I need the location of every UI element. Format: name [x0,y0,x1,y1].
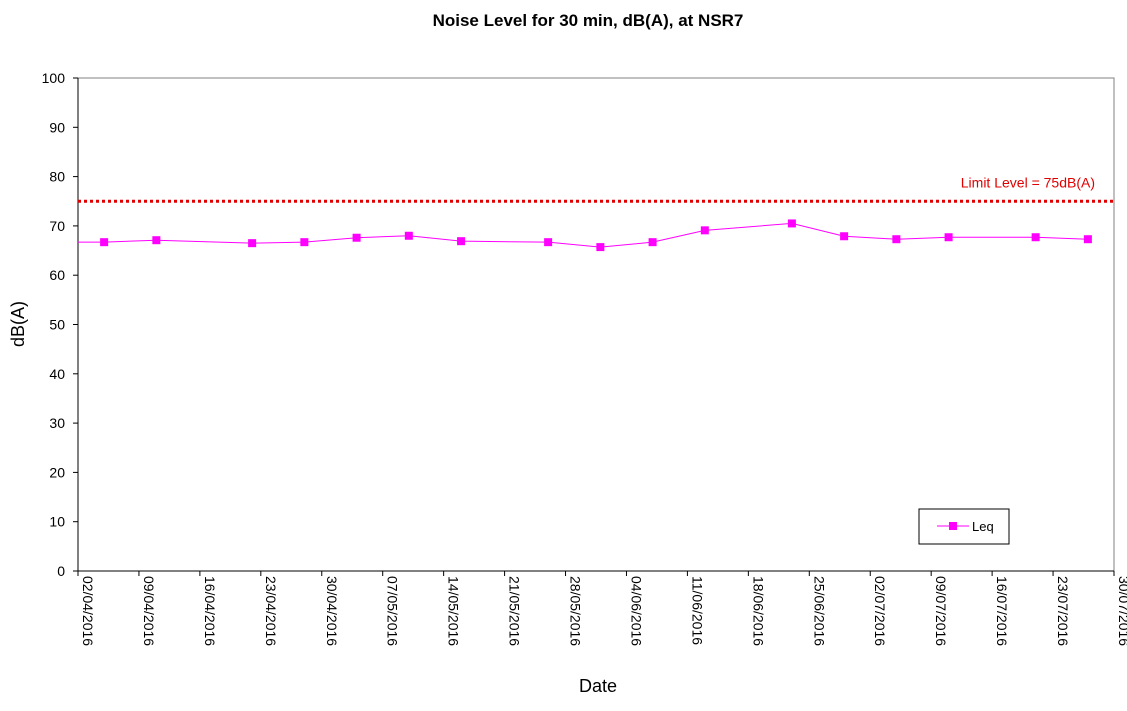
data-point-leq [700,226,709,235]
data-point-leq [892,235,901,244]
data-point-leq [248,239,257,248]
data-point-leq [404,231,413,240]
y-tick-label: 100 [42,70,66,86]
y-tick-label: 80 [49,169,65,185]
x-tick-label: 28/05/2016 [568,576,584,646]
y-tick-label: 10 [49,514,65,530]
series-leq [78,219,1092,252]
y-tick-label: 40 [49,366,65,382]
data-point-leq [1031,233,1040,242]
chart-title: Noise Level for 30 min, dB(A), at NSR7 [433,11,744,30]
x-axis-title: Date [579,676,617,696]
x-tick-label: 02/04/2016 [80,576,96,646]
x-tick-label: 09/04/2016 [141,576,157,646]
x-tick-label: 16/07/2016 [994,576,1010,646]
data-point-leq [152,236,161,245]
data-point-leq [944,233,953,242]
x-tick-label: 07/05/2016 [385,576,401,646]
x-axis: 02/04/2016 09/04/2016 16/04/2016 23/04/2016… [77,570,1127,646]
x-tick-label: 30/04/2016 [324,576,340,646]
legend-label-leq: Leq [972,519,994,534]
y-axis: 0 10 20 30 40 50 60 70 80 90 100 [42,70,79,579]
x-tick-label: 30/07/2016 [1116,576,1127,646]
limit-level-label: Limit Level = 75dB(A) [961,174,1095,190]
data-point-leq [840,232,849,241]
y-tick-label: 70 [49,218,65,234]
y-tick-label: 50 [49,317,65,333]
x-tick-label: 02/07/2016 [872,576,888,646]
series-line-leq [78,222,1088,248]
data-point-leq [300,238,309,247]
x-tick-label: 21/05/2016 [507,576,523,646]
data-point-leq [787,219,796,228]
x-tick-label: 09/07/2016 [933,576,949,646]
data-point-leq [1083,235,1092,244]
x-tick-label: 18/06/2016 [750,576,766,646]
limit-line-group: Limit Level = 75dB(A) [78,174,1114,203]
y-tick-label: 30 [49,415,65,431]
data-point-leq [544,238,553,247]
legend: Leq [918,508,1010,545]
data-point-leq [648,238,657,247]
y-axis-title: dB(A) [8,301,28,347]
data-point-leq [457,237,466,246]
x-tick-label: 04/06/2016 [628,576,644,646]
legend-marker [949,522,957,530]
x-tick-label: 14/05/2016 [446,576,462,646]
y-tick-label: 20 [49,464,65,480]
x-tick-label: 11/06/2016 [689,576,705,645]
data-point-leq [352,233,361,242]
data-point-leq [596,243,605,252]
data-point-leq [100,238,109,247]
x-tick-label: 16/04/2016 [202,576,218,646]
plot-area [77,77,1115,572]
x-tick-label: 23/07/2016 [1055,576,1071,646]
x-tick-label: 25/06/2016 [811,576,827,646]
x-tick-label: 23/04/2016 [263,576,279,646]
y-tick-label: 0 [57,563,65,579]
y-tick-label: 60 [49,267,65,283]
y-tick-label: 90 [49,119,65,135]
